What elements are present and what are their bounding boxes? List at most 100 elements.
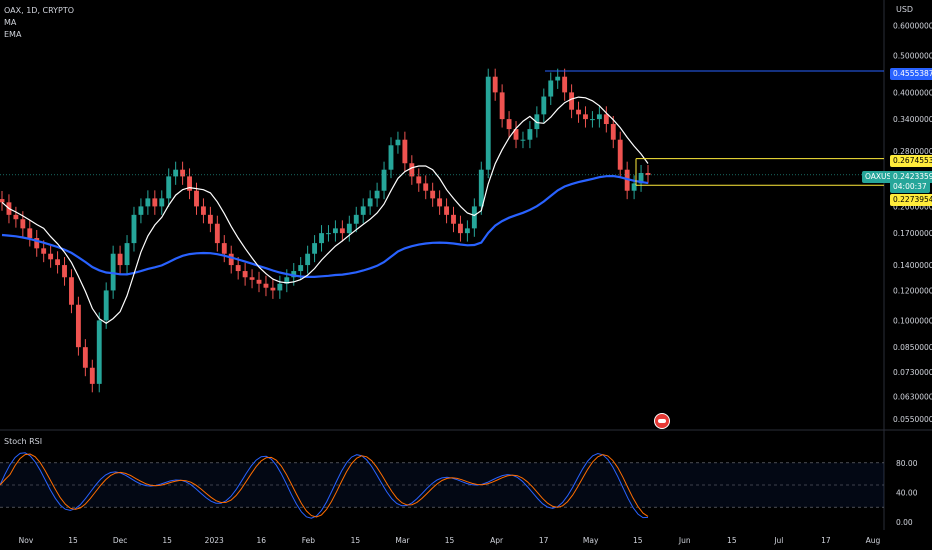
time-label-4: 2023 xyxy=(205,536,224,545)
candle-body-11 xyxy=(75,304,81,348)
stoch-tick-2: 0.00 xyxy=(896,518,913,527)
ma-legend[interactable]: MA xyxy=(4,18,17,27)
candle-body-32 xyxy=(221,243,227,254)
countdown-badge: 04:00:37 xyxy=(890,181,930,193)
candle-body-86 xyxy=(596,114,602,120)
time-label-0: Nov xyxy=(19,536,34,545)
candle-body-37 xyxy=(256,279,262,284)
candle-body-67 xyxy=(464,228,470,234)
stoch-tick-1: 40.00 xyxy=(896,488,918,497)
ema-legend[interactable]: EMA xyxy=(4,30,22,39)
candle-body-56 xyxy=(388,145,394,170)
candle-body-78 xyxy=(541,96,547,115)
last-price-badge: 0.24233593 xyxy=(890,171,932,183)
candle-body-84 xyxy=(583,114,588,120)
candle-body-34 xyxy=(235,265,241,272)
ema-line xyxy=(1,174,649,278)
candle-body-50 xyxy=(346,223,352,234)
candle-body-26 xyxy=(180,169,186,177)
stoch-k-line xyxy=(0,452,649,519)
candle-body-29 xyxy=(201,206,206,215)
time-label-18: Aug xyxy=(866,536,881,545)
candle-body-21 xyxy=(145,198,151,207)
candle-body-16 xyxy=(110,253,116,291)
yellow-top-badge: 0.26745533 xyxy=(890,155,932,167)
candle-body-36 xyxy=(249,277,255,280)
time-label-3: 15 xyxy=(162,536,172,545)
candle-body-41 xyxy=(284,277,290,284)
time-label-6: Feb xyxy=(302,536,316,545)
candle-body-57 xyxy=(395,139,401,146)
candle-body-83 xyxy=(576,109,581,115)
candle-body-5 xyxy=(34,238,40,249)
candle-body-24 xyxy=(166,176,172,199)
candle-body-81 xyxy=(562,76,568,93)
candle-body-7 xyxy=(48,253,54,260)
candle-body-80 xyxy=(555,76,561,81)
time-label-10: Apr xyxy=(490,536,504,545)
candle-body-18 xyxy=(124,243,130,266)
stoch-rsi-title[interactable]: Stoch RSI xyxy=(4,437,43,446)
candle-body-52 xyxy=(360,206,366,215)
events-icon[interactable] xyxy=(654,413,670,429)
candle-body-60 xyxy=(416,176,422,184)
candle-body-19 xyxy=(131,214,137,244)
candle-body-22 xyxy=(152,198,158,207)
candle-body-10 xyxy=(69,277,74,305)
candle-body-72 xyxy=(499,92,505,120)
candle-body-74 xyxy=(513,129,519,140)
candle-body-20 xyxy=(138,206,144,215)
candle-body-55 xyxy=(381,169,387,191)
ma-line xyxy=(1,96,649,325)
candle-body-87 xyxy=(603,114,609,125)
stoch-d-line xyxy=(0,453,649,518)
time-label-15: 15 xyxy=(727,536,737,545)
candle-body-40 xyxy=(277,283,283,291)
candle-body-12 xyxy=(82,347,88,368)
time-label-9: 15 xyxy=(445,536,455,545)
candle-body-93 xyxy=(645,173,651,176)
time-label-5: 16 xyxy=(257,536,267,545)
candle-body-75 xyxy=(520,139,526,141)
candle-body-48 xyxy=(332,228,338,234)
candle-body-59 xyxy=(409,163,415,177)
candle-body-69 xyxy=(478,169,484,207)
candle-body-43 xyxy=(298,265,304,272)
candle-body-13 xyxy=(89,367,95,384)
candle-body-89 xyxy=(617,139,623,170)
candle-body-76 xyxy=(527,129,533,140)
time-label-12: May xyxy=(583,536,599,545)
candle-body-61 xyxy=(423,183,429,191)
candle-body-79 xyxy=(548,80,554,97)
candle-body-23 xyxy=(159,198,165,207)
yellow-bottom-badge: 0.22739542 xyxy=(890,194,932,206)
candle-body-4 xyxy=(27,228,33,239)
candle-body-27 xyxy=(187,176,192,191)
candle-body-62 xyxy=(430,190,436,199)
time-label-16: Jul xyxy=(773,536,783,545)
time-label-2: Dec xyxy=(113,536,128,545)
time-label-7: 15 xyxy=(351,536,361,545)
candle-body-88 xyxy=(610,124,616,140)
candle-body-82 xyxy=(569,92,575,110)
candle-body-39 xyxy=(270,287,276,291)
candle-body-58 xyxy=(402,139,408,164)
candle-body-63 xyxy=(437,198,443,207)
time-label-11: 17 xyxy=(539,536,549,545)
time-label-1: 15 xyxy=(68,536,78,545)
candle-body-6 xyxy=(41,248,47,254)
blue-level-badge: 0.45553875 xyxy=(890,68,932,80)
candle-body-42 xyxy=(291,271,297,278)
candle-body-68 xyxy=(471,206,477,229)
time-label-8: Mar xyxy=(395,536,410,545)
